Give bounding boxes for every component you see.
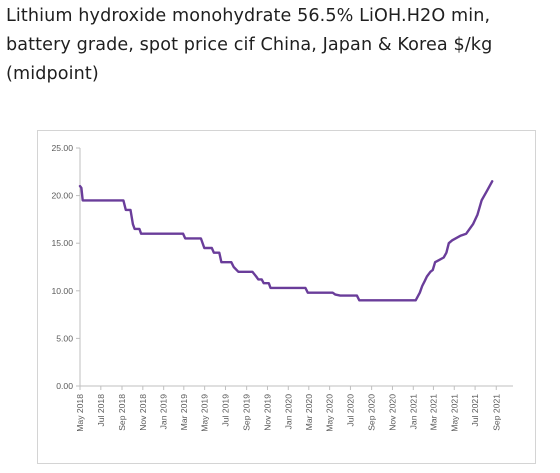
page-title: Lithium hydroxide monohydrate 56.5% LiOH… [6, 6, 493, 84]
y-tick-label: 25.00 [51, 143, 73, 153]
x-tick-label: Jan 2020 [283, 394, 293, 430]
y-tick-label: 15.00 [51, 238, 73, 248]
x-tick-label: Mar 2019 [179, 394, 189, 431]
x-tick-label: Jan 2019 [159, 394, 169, 430]
x-tick-label: May 2019 [200, 394, 210, 432]
y-tick-label: 20.00 [51, 191, 73, 201]
y-axis-ticks: 0.00 5.00 10.00 15.00 20.00 25.00 [51, 143, 80, 391]
price-line-chart: 0.00 5.00 10.00 15.00 20.00 25.00 May 2018 Jul… [51, 143, 513, 432]
x-tick-label: Nov 2019 [262, 394, 272, 431]
series-line-price [78, 180, 494, 302]
chart-panel: 0.00 5.00 10.00 15.00 20.00 25.00 May 2018 Jul… [37, 130, 536, 464]
x-tick-label: Mar 2020 [304, 394, 314, 431]
x-tick-label: Sep 2019 [242, 394, 252, 431]
x-axis-ticks: May 2018 Jul 2018 Sep 2018 Nov 2018 Jan 2019… [75, 386, 501, 432]
y-tick-label: 5.00 [56, 333, 73, 343]
x-tick-label: Sep 2020 [367, 394, 377, 431]
y-tick-label: 10.00 [51, 286, 73, 296]
x-tick-label: Nov 2020 [387, 394, 397, 431]
x-tick-label: May 2018 [75, 394, 85, 432]
x-tick-label: May 2021 [449, 394, 459, 432]
x-tick-label: Sep 2021 [491, 394, 501, 431]
x-tick-label: Mar 2021 [428, 394, 438, 431]
x-tick-label: May 2020 [325, 394, 335, 432]
x-tick-label: Jul 2020 [345, 394, 355, 427]
x-tick-label: Jan 2021 [408, 394, 418, 430]
x-tick-label: Jul 2019 [220, 394, 230, 427]
x-tick-label: Jul 2018 [96, 394, 106, 427]
x-tick-label: Nov 2018 [138, 394, 148, 431]
y-tick-label: 0.00 [56, 381, 73, 391]
x-tick-label: Jul 2021 [470, 394, 480, 427]
x-tick-label: Sep 2018 [117, 394, 127, 431]
axes [79, 148, 513, 387]
series-group [78, 180, 494, 302]
